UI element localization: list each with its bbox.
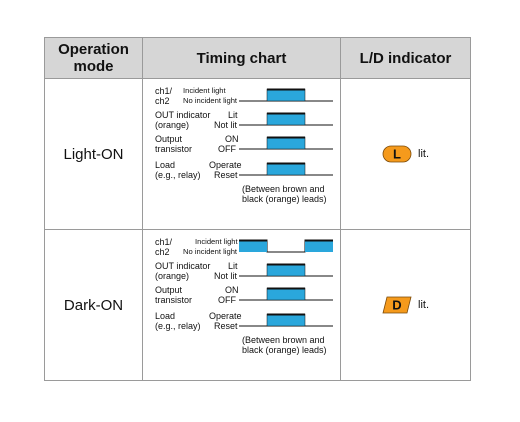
out-pulse [266,263,306,277]
reset-label: Reset [214,170,238,180]
out-indicator-label: OUT indicator (orange) [155,110,211,130]
load-pulse [266,162,306,176]
ch-pulse-right [305,241,333,252]
out-pulse [266,112,306,126]
off-label: OFF [218,295,236,305]
ch-pulse [266,88,306,102]
operate-label: Operate [209,311,242,321]
header-timing-chart: Timing chart [142,37,341,79]
table-row: Light-ON ch1/ ch2 Incident light No inci… [44,78,471,230]
no-incident-label: No incident light [183,247,238,256]
on-label: ON [225,285,239,295]
header-operation-mode: Operation mode [44,37,143,79]
load-label: Load (e.g., relay) [155,160,201,180]
table-header-row: Operation mode Timing chart L/D indicato… [44,37,471,79]
lit-label: Lit [228,261,238,271]
out-indicator-label: OUT indicator (orange) [155,261,211,281]
lead-note: (Between brown and black (orange) leads) [242,335,327,355]
output-transistor-label: Output transistor [155,285,193,305]
output-pulse [266,136,306,150]
indicator-letter: D [392,298,401,313]
output-transistor-label: Output transistor [155,134,193,154]
waveform-dark-on [239,239,333,327]
lit-label: Lit [228,110,238,120]
waveform-light-on [239,88,333,176]
not-lit-label: Not lit [214,120,238,130]
ch-pulse-left [239,241,267,252]
load-pulse [266,313,306,327]
ch-label: ch1/ ch2 [155,86,173,106]
output-pulse [266,287,306,301]
no-incident-label: No incident light [183,96,238,105]
indicator-text: lit. [418,148,429,160]
l-indicator-icon: L [382,145,412,163]
off-label: OFF [218,144,236,154]
indicator-letter: L [393,147,401,162]
ch-label: ch1/ ch2 [155,237,173,257]
d-indicator-icon: D [382,296,412,314]
reset-label: Reset [214,321,238,331]
incident-label: Incident light [183,86,226,95]
header-ld-indicator: L/D indicator [340,37,471,79]
operate-label: Operate [209,160,242,170]
timing-chart-dark-on: ch1/ ch2 Incident light No incident ligh… [142,229,341,381]
operation-mode-table: Operation mode Timing chart L/D indicato… [44,37,471,381]
incident-label: Incident light [195,237,238,246]
indicator-cell-dark-on: D lit. [340,229,471,381]
load-label: Load (e.g., relay) [155,311,201,331]
indicator-text: lit. [418,299,429,311]
indicator-cell-light-on: L lit. [340,78,471,230]
mode-dark-on: Dark-ON [44,229,143,381]
on-label: ON [225,134,239,144]
not-lit-label: Not lit [214,271,238,281]
table-row: Dark-ON ch1/ ch2 Incident light No incid… [44,229,471,381]
lead-note: (Between brown and black (orange) leads) [242,184,327,204]
mode-light-on: Light-ON [44,78,143,230]
timing-chart-light-on: ch1/ ch2 Incident light No incident ligh… [142,78,341,230]
